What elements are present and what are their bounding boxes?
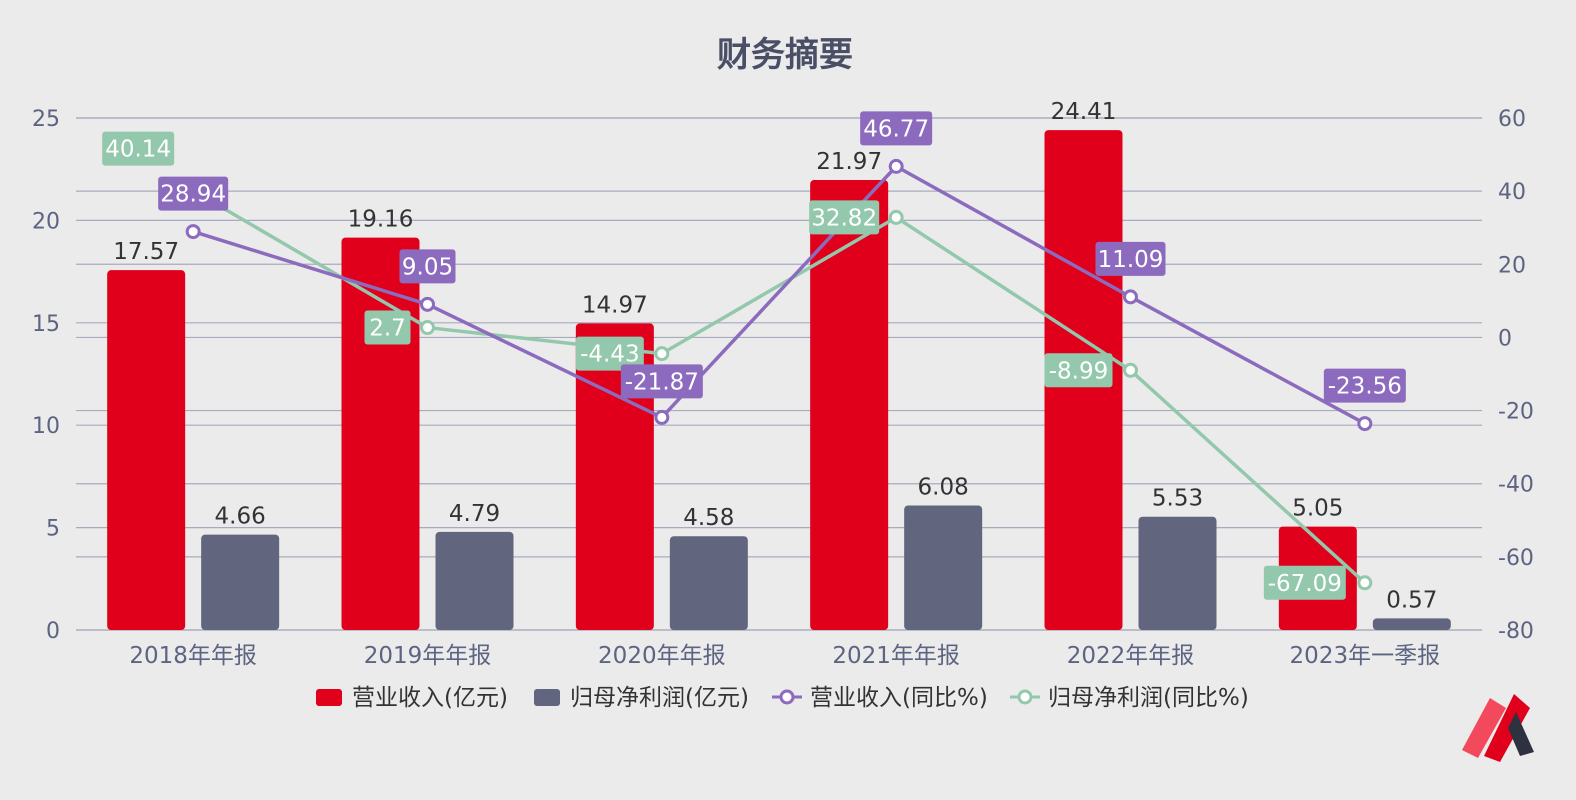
grid-lines	[76, 117, 1482, 631]
legend-marker	[1017, 689, 1033, 705]
legend-label: 营业收入(亿元)	[352, 685, 508, 711]
profit-bar	[201, 534, 280, 630]
profit-bar-value-label: 4.79	[449, 501, 500, 527]
profit-bar-value-label: 6.08	[918, 474, 969, 500]
revenue-yoy-point	[185, 224, 201, 240]
revenue-yoy-point	[654, 409, 670, 425]
profit-yoy-line	[192, 189, 1367, 585]
profit-yoy-point	[1357, 575, 1373, 591]
right-tick-label: -80	[1498, 619, 1534, 644]
category-label: 2018年年报	[129, 643, 257, 669]
revenue-yoy-point	[420, 296, 435, 312]
revenue-yoy-point	[1123, 289, 1138, 305]
revenue-bar-value-label: 21.97	[816, 149, 882, 175]
right-tick-label: 60	[1498, 107, 1526, 132]
revenue-bar	[810, 180, 889, 631]
revenue-bar	[107, 270, 186, 630]
legend-label: 营业收入(同比%)	[810, 685, 988, 711]
left-tick-label: 25	[32, 107, 60, 132]
profit-bar-value-label: 4.58	[683, 505, 734, 531]
legend-label: 归母净利润(亿元)	[570, 685, 749, 711]
revenue-yoy-tag-label: 28.94	[160, 182, 226, 208]
legend-label: 归母净利润(同比%)	[1048, 685, 1249, 711]
legend-marker	[779, 689, 795, 705]
brand-logo-icon	[1462, 694, 1534, 762]
category-label: 2022年年报	[1067, 643, 1195, 669]
profit-bar	[669, 536, 748, 630]
revenue-yoy-tag-label: 11.09	[1098, 247, 1164, 273]
profit-yoy-tag-box	[575, 336, 644, 371]
profit-bar-value-label: 4.66	[215, 504, 266, 530]
revenue-yoy-tag-label: -21.87	[625, 369, 699, 395]
profit-yoy-tag-label: -8.99	[1049, 358, 1109, 384]
category-label: 2023年一季报	[1290, 643, 1441, 669]
revenue-yoy-tag-label: 9.05	[402, 254, 453, 280]
revenue-bar	[575, 323, 654, 630]
revenue-yoy-tag-box	[158, 176, 229, 211]
profit-yoy-tag-box	[1263, 565, 1346, 600]
profit-bar	[1372, 618, 1451, 630]
profit-yoy-tag-box	[1044, 353, 1113, 388]
left-tick-label: 5	[46, 517, 60, 542]
legend-swatch	[316, 689, 342, 706]
revenue-bar-value-label: 19.16	[348, 207, 414, 233]
revenue-bar-value-label: 14.97	[582, 292, 648, 318]
right-tick-label: -40	[1498, 473, 1534, 498]
revenue-bar-value-label: 24.41	[1051, 99, 1117, 125]
profit-yoy-tag-label: -67.09	[1268, 571, 1342, 597]
revenue-yoy-tag-label: 46.77	[863, 116, 929, 142]
profit-bar	[1138, 516, 1217, 630]
revenue-yoy-line	[192, 164, 1366, 426]
revenue-yoy-tag-box	[860, 111, 933, 146]
profit-yoy-point	[654, 346, 670, 362]
revenue-yoy-point	[888, 158, 904, 174]
left-tick-label: 0	[46, 619, 60, 644]
legend: 营业收入(亿元) 归母净利润(亿元) 营业收入(同比%) 归母净利润(同比%)	[316, 685, 1249, 711]
right-tick-label: 0	[1498, 326, 1512, 351]
left-tick-label: 10	[32, 414, 60, 439]
profit-bar-value-label: 0.57	[1386, 587, 1437, 613]
bar-series	[107, 130, 1451, 631]
revenue-yoy-tag-label: -23.56	[1328, 374, 1402, 400]
revenue-yoy-tag-box	[1095, 241, 1166, 276]
x-axis-categories: 2018年年报 2019年年报 2020年年报 2021年年报 2022年年报 2023年…	[129, 643, 1440, 669]
revenue-bar-value-label: 17.57	[113, 239, 179, 265]
right-axis: -80 -60 -40 -20 0 20 40 60	[1498, 107, 1534, 644]
right-tick-label: -60	[1498, 546, 1534, 571]
profit-bar	[904, 505, 983, 630]
revenue-yoy-tag-box	[399, 249, 456, 284]
profit-yoy-tag-label: -4.43	[580, 342, 640, 368]
left-axis: 0 5 10 15 20 25	[32, 107, 60, 644]
profit-yoy-tag-box	[364, 310, 411, 345]
left-tick-label: 20	[32, 209, 60, 234]
right-tick-label: -20	[1498, 400, 1534, 425]
profit-yoy-point	[1123, 362, 1138, 378]
profit-yoy-tag-box	[102, 131, 175, 166]
profit-yoy-tag-label: 40.14	[105, 137, 171, 163]
right-tick-label: 20	[1498, 253, 1526, 278]
data-labels: 17.57 19.16 14.97 21.97 24.41 5.05 4.66 4.79 4.5…	[102, 99, 1437, 613]
profit-yoy-tag-label: 2.7	[369, 316, 406, 342]
legend-swatch	[534, 689, 560, 706]
profit-yoy-point	[420, 320, 435, 336]
profit-yoy-tag-box	[809, 200, 880, 235]
revenue-yoy-tag-box	[1323, 368, 1406, 403]
right-tick-label: 40	[1498, 180, 1526, 205]
chart-title: 财务摘要	[717, 35, 853, 75]
profit-bar	[435, 531, 514, 630]
profit-bar-value-label: 5.53	[1152, 486, 1203, 512]
profit-yoy-tag-label: 32.82	[811, 205, 877, 231]
category-label: 2020年年报	[598, 643, 726, 669]
profit-yoy-point	[888, 209, 904, 225]
revenue-yoy-tag-box	[620, 364, 703, 399]
left-tick-label: 15	[32, 312, 60, 337]
revenue-bar-value-label: 5.05	[1292, 496, 1343, 522]
category-label: 2021年年报	[832, 643, 960, 669]
category-label: 2019年年报	[364, 643, 492, 669]
revenue-yoy-point	[1357, 416, 1373, 432]
